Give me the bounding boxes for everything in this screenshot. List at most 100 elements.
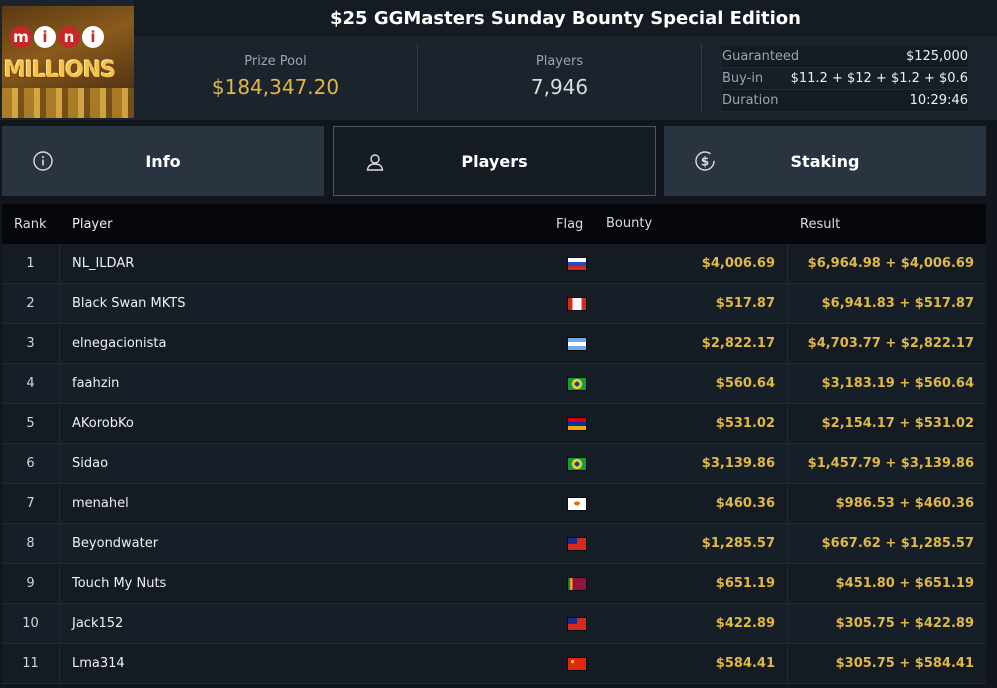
dollar-icon: $ (695, 151, 715, 171)
player-name: AKorobKo (72, 416, 134, 431)
bounty-cell: $584.41 (600, 643, 788, 684)
tab-label: Staking (790, 151, 860, 171)
bounty-cell: $2,822.17 (600, 323, 788, 364)
flag-cell (554, 456, 600, 471)
rank-cell: 9 (2, 563, 60, 604)
flag-cell (554, 576, 600, 591)
prize-pool-label: Prize Pool (244, 54, 307, 69)
table-row[interactable]: 8 Beyondwater $1,285.57 $667.62 + $1,285.57 (2, 523, 986, 564)
flag-cell (554, 496, 600, 511)
tab-players[interactable]: Players (333, 126, 656, 196)
logo-text: MILLIONS (4, 58, 116, 83)
mini-millions-logo: m i n i MILLIONS (2, 6, 134, 118)
flag-cell (554, 616, 600, 631)
result-cell: $6,941.83 + $517.87 (821, 296, 974, 311)
brazil-flag-icon (567, 456, 587, 471)
player-name: Lma314 (72, 656, 125, 671)
table-row[interactable]: 7 menahel $460.36 $986.53 + $460.36 (2, 483, 986, 524)
table-header: Rank Player Flag Bounty Result (2, 204, 986, 244)
table-row[interactable]: 4 faahzin $560.64 $3,183.19 + $560.64 (2, 363, 986, 404)
tab-staking[interactable]: $ Staking (664, 126, 986, 196)
column-header-rank[interactable]: Rank (14, 216, 47, 232)
table-row[interactable]: 11 Lma314 $584.41 $305.75 + $584.41 (2, 643, 986, 684)
logo-ball: i (34, 26, 56, 48)
rank-cell: 5 (2, 403, 60, 444)
flag-cell (554, 656, 600, 671)
table-row[interactable]: 1 NL_ILDAR $4,006.69 $6,964.98 + $4,006.69 (2, 243, 986, 284)
column-header-flag[interactable]: Flag (556, 216, 584, 232)
bounty-cell: $1,285.57 (600, 523, 788, 564)
column-header-bounty[interactable]: Bounty (606, 216, 653, 231)
player-name: Black Swan MKTS (72, 296, 186, 311)
bounty-cell: $517.87 (600, 283, 788, 324)
argentina-flag-icon (567, 336, 587, 351)
bounty-cell: $3,139.86 (600, 443, 788, 484)
column-header-player[interactable]: Player (72, 216, 113, 232)
result-cell: $3,183.19 + $560.64 (821, 376, 974, 391)
logo-ball: n (58, 26, 80, 48)
result-cell: $986.53 + $460.36 (835, 496, 974, 511)
svg-text:$: $ (701, 155, 709, 169)
tab-label: Players (461, 151, 528, 171)
rank-cell: 6 (2, 443, 60, 484)
detail-key: Duration (722, 92, 779, 108)
tournament-header: m i n i MILLIONS $25 GGMasters Sunday Bo… (0, 0, 997, 120)
detail-duration: Duration 10:29:46 (722, 90, 968, 112)
players-label: Players (535, 54, 584, 69)
result-cell: $4,703.77 + $2,822.17 (807, 336, 974, 351)
bounty-cell: $4,006.69 (600, 243, 788, 284)
players-value: 7,946 (530, 75, 589, 99)
result-cell: $305.75 + $584.41 (835, 656, 974, 671)
result-cell: $667.62 + $1,285.57 (821, 536, 974, 551)
flag-cell (554, 336, 600, 351)
column-header-result[interactable]: Result (800, 216, 841, 232)
table-row[interactable]: 10 Jack152 $422.89 $305.75 + $422.89 (2, 603, 986, 644)
flag-cell (554, 536, 600, 551)
coins-graphic (2, 88, 134, 118)
player-name: Jack152 (72, 616, 124, 631)
user-icon (366, 154, 384, 171)
player-name: elnegacionista (72, 336, 167, 351)
result-cell: $6,964.98 + $4,006.69 (807, 256, 974, 271)
table-row[interactable]: 9 Touch My Nuts $651.19 $451.80 + $651.19 (2, 563, 986, 604)
table-row[interactable]: 6 Sidao $3,139.86 $1,457.79 + $3,139.86 (2, 443, 986, 484)
rank-cell: 7 (2, 483, 60, 524)
players-stat: Players 7,946 (418, 44, 702, 112)
detail-value: 10:29:46 (909, 92, 968, 108)
flag-cell (554, 416, 600, 431)
prize-pool-stat: Prize Pool $184,347.20 (134, 44, 418, 112)
detail-guaranteed: Guaranteed $125,000 (722, 46, 968, 68)
sri-lanka-flag-icon (567, 576, 587, 591)
player-name: menahel (72, 496, 129, 511)
table-row[interactable]: 3 elnegacionista $2,822.17 $4,703.77 + $2,8… (2, 323, 986, 364)
brazil-flag-icon (567, 376, 587, 391)
armenia-flag-icon (567, 416, 587, 431)
rank-cell: 10 (2, 603, 60, 644)
result-cell: $305.75 + $422.89 (835, 616, 974, 631)
detail-buy-in: Buy-in $11.2 + $12 + $1.2 + $0.6 (722, 68, 968, 90)
player-name: Touch My Nuts (72, 576, 167, 591)
bounty-cell: $460.36 (600, 483, 788, 524)
prize-pool-value: $184,347.20 (211, 75, 340, 99)
result-cell: $451.80 + $651.19 (835, 576, 974, 591)
table-row[interactable]: 2 Black Swan MKTS $517.87 $6,941.83 + $517.… (2, 283, 986, 324)
bounty-cell: $560.64 (600, 363, 788, 404)
flag-cell (554, 256, 600, 271)
tab-info[interactable]: Info (2, 126, 324, 196)
logo-ball: m (10, 26, 32, 48)
table-row[interactable]: 5 AKorobKo $531.02 $2,154.17 + $531.02 (2, 403, 986, 444)
rank-cell: 1 (2, 243, 60, 284)
rank-cell: 8 (2, 523, 60, 564)
flag-cell (554, 296, 600, 311)
tournament-details: Guaranteed $125,000 Buy-in $11.2 + $12 +… (722, 46, 968, 112)
china-flag-icon (567, 656, 587, 671)
rank-cell: 4 (2, 363, 60, 404)
detail-value: $11.2 + $12 + $1.2 + $0.6 (790, 70, 968, 86)
page-title: $25 GGMasters Sunday Bounty Special Edit… (134, 0, 997, 36)
players-table: Rank Player Flag Bounty Result 1 NL_ILDAR… (2, 204, 986, 684)
result-cell: $1,457.79 + $3,139.86 (807, 456, 974, 471)
taiwan-flag-icon (567, 536, 587, 551)
rank-cell: 11 (2, 643, 60, 684)
detail-key: Buy-in (722, 70, 764, 86)
logo-ball: i (82, 26, 104, 48)
